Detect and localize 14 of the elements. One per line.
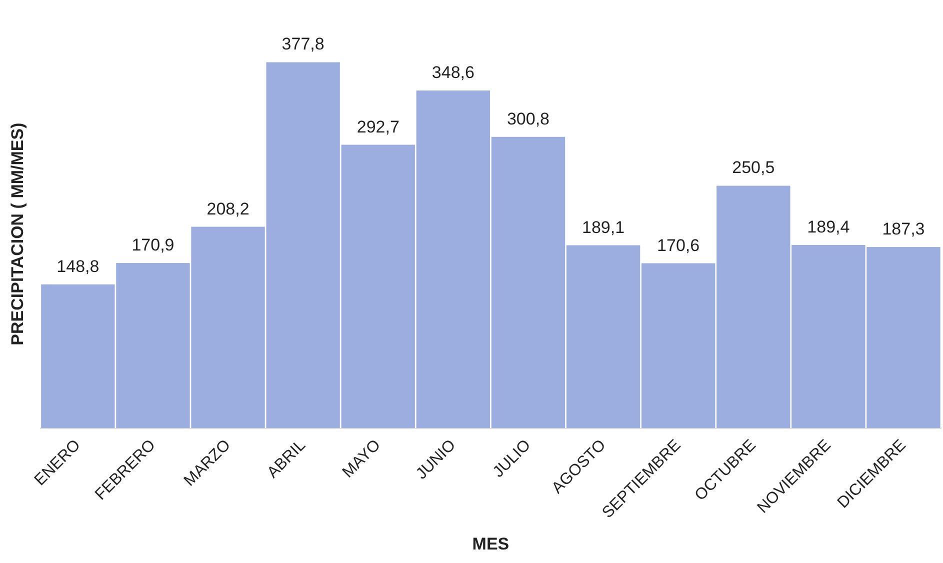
data-label: 189,1 (582, 218, 625, 237)
data-label: 348,6 (432, 63, 474, 82)
data-label: 170,9 (132, 235, 174, 254)
data-label: 377,8 (282, 34, 324, 54)
data-label: 300,8 (506, 109, 550, 128)
data-label: 187,3 (882, 220, 925, 239)
data-label: 189,4 (807, 218, 850, 237)
data-label: 208,2 (206, 199, 250, 218)
data-label: 148,8 (56, 256, 100, 276)
data-label: 250,5 (732, 158, 775, 178)
data-label: 170,6 (657, 236, 700, 255)
y-axis-title: PRECIPITACION ( MM/MES) (8, 122, 27, 346)
x-axis-title: MES (472, 534, 510, 554)
data-label: 292,7 (356, 117, 400, 136)
